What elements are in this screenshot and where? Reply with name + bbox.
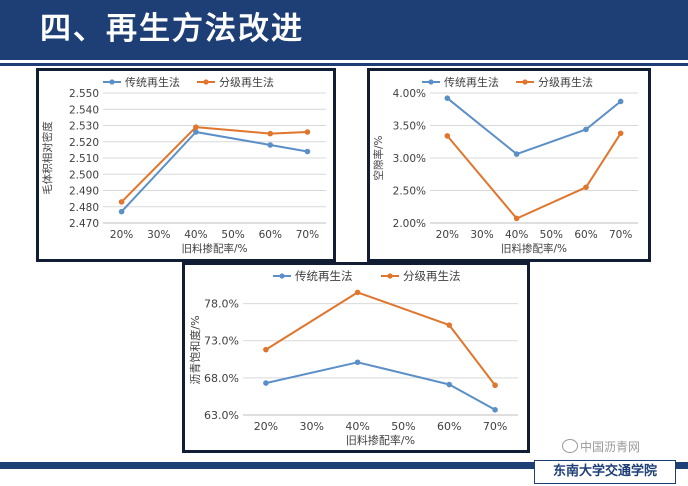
legend-swatch-marker — [109, 79, 115, 85]
data-point — [267, 130, 274, 137]
data-point — [263, 346, 269, 353]
data-point — [193, 124, 199, 130]
y-tick-label: 2.510 — [69, 153, 99, 165]
data-point — [444, 95, 451, 101]
data-point — [492, 382, 498, 389]
series-line-traditional — [265, 361, 496, 411]
data-point — [513, 151, 520, 157]
data-point — [304, 148, 311, 155]
legend-swatch-marker — [522, 79, 528, 85]
data-point — [513, 215, 520, 222]
school-name: 东南大学交通学院 — [534, 460, 676, 484]
y-tick-label: 2.00% — [393, 218, 426, 230]
y-tick-label: 68.0% — [204, 372, 239, 385]
y-tick-label: 2.490 — [69, 186, 99, 198]
data-point — [583, 184, 589, 191]
data-point — [304, 129, 311, 135]
x-axis-title: 旧料掺配率/% — [346, 433, 415, 447]
y-tick-label: 2.470 — [69, 218, 99, 230]
series-line-traditional — [120, 131, 308, 213]
x-tick-label: 30% — [470, 229, 493, 241]
slide-header: 四、再生方法改进 — [0, 0, 688, 60]
data-point — [118, 199, 125, 205]
data-point — [617, 98, 624, 105]
footer-bar — [0, 462, 688, 469]
x-tick-label: 20% — [110, 229, 133, 241]
series-line-upgraded — [120, 126, 308, 203]
y-tick-label: 4.00% — [393, 88, 426, 100]
data-point — [446, 322, 453, 328]
data-point — [118, 208, 125, 215]
y-tick-label: 63.0% — [204, 409, 239, 422]
y-tick-label: 78.0% — [204, 298, 239, 311]
y-tick-label: 2.550 — [69, 88, 99, 100]
legend-label: 传统再生法 — [125, 75, 180, 89]
wechat-icon — [562, 439, 578, 453]
saturation-chart: 63.0% 68.0% 73.0% 78.0% 20% 30% 40% 50% 60% 70% 旧料… — [188, 269, 518, 447]
y-tick-label: 3.00% — [393, 153, 426, 165]
legend-swatch-marker — [279, 273, 285, 279]
chart-panel-density: 2.470 2.480 2.490 2.500 2.510 2.520 2.530 2.540… — [36, 68, 336, 262]
series-line-upgraded — [446, 132, 622, 220]
legend-swatch-marker — [203, 79, 209, 85]
data-point — [446, 381, 453, 388]
legend-swatch-marker — [387, 273, 393, 279]
y-tick-label: 73.0% — [204, 335, 239, 348]
y-tick-label: 3.50% — [393, 121, 426, 133]
y-axis-title: 毛体积相对密度 — [41, 121, 54, 195]
x-tick-label: 70% — [296, 229, 319, 241]
void-ratio-chart: 2.00% 2.50% 3.00% 3.50% 4.00% 20% 30% 40% 50% 60%… — [372, 75, 638, 255]
y-axis-title: 空隙率/% — [372, 135, 385, 180]
data-point — [267, 142, 274, 148]
data-point — [263, 380, 269, 386]
data-point — [617, 130, 624, 137]
series-line-upgraded — [265, 291, 496, 386]
x-tick-label: 70% — [483, 420, 507, 433]
data-point — [354, 359, 361, 366]
data-point — [492, 407, 498, 413]
x-tick-label: 60% — [574, 229, 597, 241]
x-axis-title: 旧料掺配率/% — [501, 242, 567, 255]
x-tick-label: 40% — [184, 229, 207, 241]
chart-panel-saturation: 63.0% 68.0% 73.0% 78.0% 20% 30% 40% 50% 60% 70% 旧料… — [182, 262, 530, 453]
legend-label: 分级再生法 — [219, 75, 274, 89]
x-tick-label: 40% — [505, 229, 528, 241]
x-tick-label: 40% — [345, 420, 369, 433]
y-tick-label: 2.540 — [69, 104, 99, 116]
y-tick-label: 2.50% — [393, 186, 426, 198]
density-chart: 2.470 2.480 2.490 2.500 2.510 2.520 2.530 2.540… — [41, 75, 326, 255]
data-point — [354, 289, 361, 296]
series-line-traditional — [446, 97, 622, 156]
y-axis-title: 沥青饱和度/% — [188, 315, 202, 384]
data-point — [444, 133, 451, 139]
x-axis-title: 旧料掺配率/% — [181, 242, 247, 255]
legend-label: 传统再生法 — [444, 75, 499, 89]
legend-label: 传统再生法 — [295, 269, 353, 283]
legend-swatch-marker — [428, 79, 434, 85]
x-tick-label: 50% — [540, 229, 563, 241]
x-tick-label: 30% — [147, 229, 170, 241]
x-tick-label: 20% — [436, 229, 459, 241]
y-tick-label: 2.500 — [69, 169, 99, 181]
y-tick-label: 2.480 — [69, 202, 99, 214]
x-tick-label: 20% — [254, 420, 278, 433]
data-point — [583, 126, 589, 133]
x-tick-label: 50% — [221, 229, 244, 241]
y-tick-label: 2.520 — [69, 137, 99, 149]
x-tick-label: 70% — [609, 229, 632, 241]
data-point — [193, 129, 199, 135]
slide-title: 四、再生方法改进 — [40, 11, 304, 47]
x-tick-label: 50% — [391, 420, 415, 433]
header-divider — [0, 63, 688, 66]
chart-panel-void-ratio: 2.00% 2.50% 3.00% 3.50% 4.00% 20% 30% 40% 50% 60%… — [367, 68, 651, 262]
x-tick-label: 60% — [259, 229, 282, 241]
y-tick-label: 2.530 — [69, 121, 99, 133]
watermark-text: 中国沥青网 — [580, 440, 641, 454]
x-tick-label: 30% — [300, 420, 324, 433]
legend-label: 分级再生法 — [538, 75, 593, 89]
x-tick-label: 60% — [437, 420, 461, 433]
legend-label: 分级再生法 — [403, 269, 461, 283]
